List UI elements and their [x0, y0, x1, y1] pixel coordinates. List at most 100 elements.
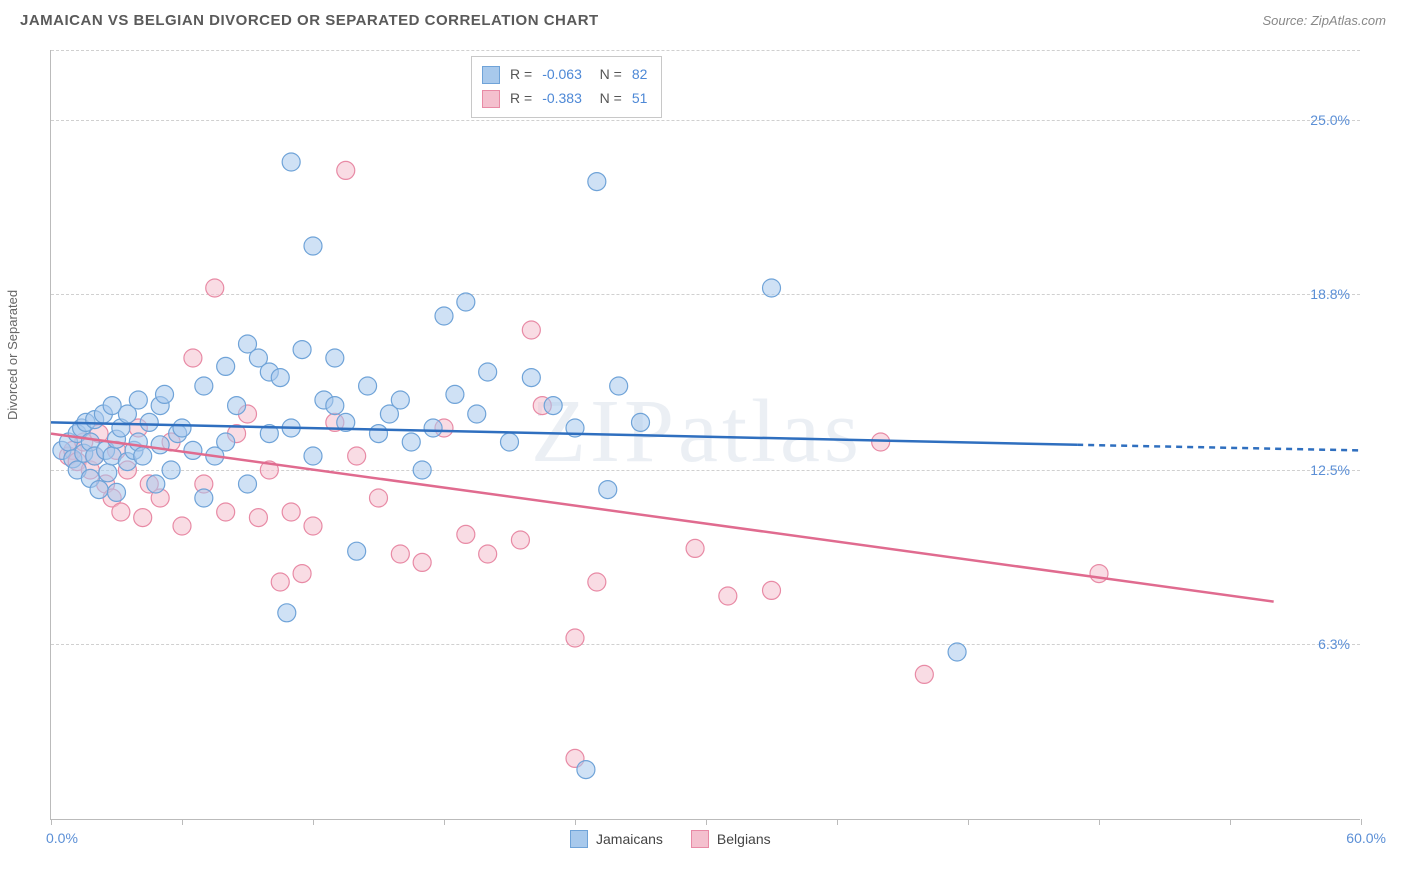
data-point	[184, 441, 202, 459]
data-point	[457, 525, 475, 543]
data-point	[228, 397, 246, 415]
x-max-label: 60.0%	[1346, 830, 1386, 846]
data-point	[763, 581, 781, 599]
plot-area: ZIPatlas R = -0.063 N = 82 R = -0.383 N …	[50, 50, 1360, 820]
x-tick	[575, 819, 576, 825]
data-point	[162, 461, 180, 479]
legend-label-jamaicans: Jamaicans	[596, 831, 663, 847]
data-point	[577, 761, 595, 779]
data-point	[140, 413, 158, 431]
data-point	[326, 397, 344, 415]
data-point	[402, 433, 420, 451]
data-point	[99, 464, 117, 482]
data-point	[217, 503, 235, 521]
swatch-jamaicans	[482, 66, 500, 84]
data-point	[184, 349, 202, 367]
data-point	[282, 153, 300, 171]
data-point	[359, 377, 377, 395]
data-point	[129, 391, 147, 409]
x-tick	[1099, 819, 1100, 825]
y-tick-label: 25.0%	[1310, 112, 1350, 128]
data-point	[271, 573, 289, 591]
data-point	[304, 517, 322, 535]
correlation-stats-box: R = -0.063 N = 82 R = -0.383 N = 51	[471, 56, 662, 118]
data-point	[501, 433, 519, 451]
data-point	[588, 173, 606, 191]
data-point	[413, 461, 431, 479]
x-tick	[968, 819, 969, 825]
data-point	[544, 397, 562, 415]
data-point	[457, 293, 475, 311]
legend-label-belgians: Belgians	[717, 831, 771, 847]
data-point	[370, 425, 388, 443]
legend-item-jamaicans: Jamaicans	[570, 830, 663, 848]
data-point	[304, 237, 322, 255]
data-point	[147, 475, 165, 493]
data-point	[468, 405, 486, 423]
data-point	[337, 161, 355, 179]
data-point	[206, 279, 224, 297]
swatch-belgians	[482, 90, 500, 108]
trend-line	[51, 422, 1077, 444]
x-min-label: 0.0%	[46, 830, 78, 846]
data-point	[173, 517, 191, 535]
y-tick-label: 6.3%	[1318, 636, 1350, 652]
x-tick	[1230, 819, 1231, 825]
y-tick-label: 18.8%	[1310, 286, 1350, 302]
x-tick	[706, 819, 707, 825]
y-tick-label: 12.5%	[1310, 462, 1350, 478]
data-point	[391, 391, 409, 409]
data-point	[348, 447, 366, 465]
data-point	[239, 475, 257, 493]
data-point	[293, 565, 311, 583]
data-point	[588, 573, 606, 591]
data-point	[195, 489, 213, 507]
swatch-belgians-legend	[691, 830, 709, 848]
data-point	[249, 509, 267, 527]
data-point	[522, 369, 540, 387]
data-point	[156, 385, 174, 403]
y-axis-label: Divorced or Separated	[5, 290, 20, 420]
data-point	[326, 349, 344, 367]
data-point	[686, 539, 704, 557]
data-point	[872, 433, 890, 451]
data-point	[108, 483, 126, 501]
data-point	[278, 604, 296, 622]
x-tick	[444, 819, 445, 825]
data-point	[134, 447, 152, 465]
x-tick	[837, 819, 838, 825]
stats-row-jamaicans: R = -0.063 N = 82	[482, 63, 647, 87]
data-point	[304, 447, 322, 465]
data-point	[413, 553, 431, 571]
data-point	[948, 643, 966, 661]
data-point	[217, 357, 235, 375]
source-label: Source: ZipAtlas.com	[1262, 13, 1386, 28]
data-point	[522, 321, 540, 339]
x-tick	[313, 819, 314, 825]
data-point	[370, 489, 388, 507]
data-point	[610, 377, 628, 395]
data-point	[195, 377, 213, 395]
scatter-plot	[51, 50, 1360, 819]
data-point	[511, 531, 529, 549]
data-point	[217, 433, 235, 451]
data-point	[348, 542, 366, 560]
data-point	[435, 307, 453, 325]
chart-title: JAMAICAN VS BELGIAN DIVORCED OR SEPARATE…	[20, 12, 599, 29]
data-point	[151, 436, 169, 454]
legend: Jamaicans Belgians	[570, 830, 771, 848]
data-point	[134, 509, 152, 527]
swatch-jamaicans-legend	[570, 830, 588, 848]
data-point	[424, 419, 442, 437]
chart-container: ZIPatlas R = -0.063 N = 82 R = -0.383 N …	[50, 50, 1360, 820]
data-point	[173, 419, 191, 437]
data-point	[391, 545, 409, 563]
data-point	[282, 503, 300, 521]
data-point	[90, 481, 108, 499]
data-point	[271, 369, 289, 387]
x-tick	[182, 819, 183, 825]
data-point	[479, 545, 497, 563]
trend-line	[1077, 445, 1361, 451]
stats-row-belgians: R = -0.383 N = 51	[482, 87, 647, 111]
data-point	[915, 665, 933, 683]
